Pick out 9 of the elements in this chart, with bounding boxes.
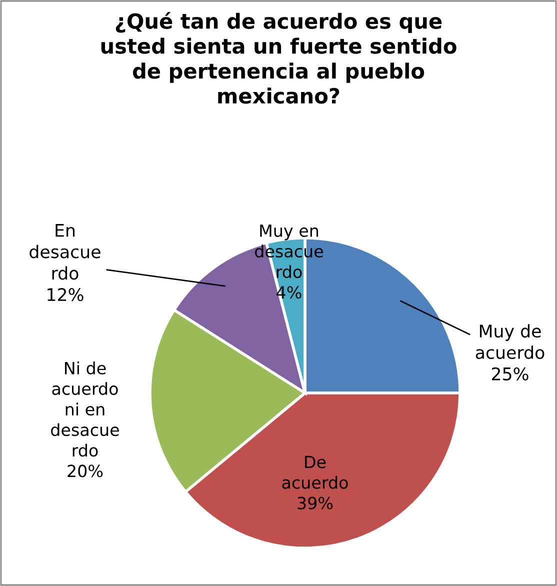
slice-label: De acuerdo <box>282 456 348 489</box>
slice-label: Muy de acuerdo <box>476 324 544 360</box>
data-label: 12% <box>48 288 84 302</box>
data-label: 20% <box>68 464 103 478</box>
slice-label: En desacue rdo <box>30 224 100 280</box>
chart-title: ¿Qué tan de acuerdo es que usted sienta un fuerte sentido de pertenencia al pueblo mexicano? <box>101 12 456 104</box>
data-label: 39% <box>298 496 333 510</box>
slice-label: Ni de acuerdo ni en desacue rdo <box>51 362 119 457</box>
data-label: 25% <box>492 367 528 380</box>
